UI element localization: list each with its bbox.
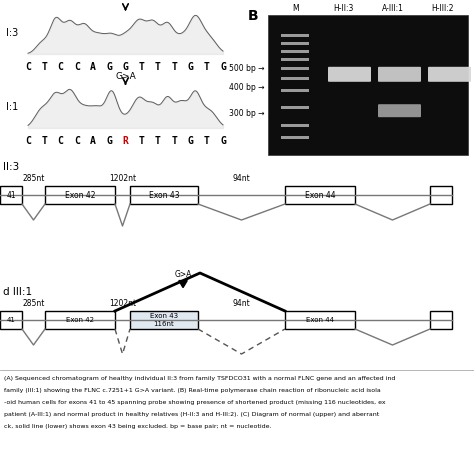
Bar [45, 311, 115, 329]
FancyBboxPatch shape [328, 67, 371, 82]
FancyBboxPatch shape [378, 67, 421, 82]
Text: I:3: I:3 [6, 28, 18, 38]
Bar [430, 311, 452, 329]
Text: d III:1: d III:1 [3, 287, 32, 297]
Text: G: G [220, 62, 226, 72]
Text: Exon 44: Exon 44 [305, 191, 335, 200]
Text: patient (A-III:1) and normal product in healthy relatives (H-II:3 and H-III:2). : patient (A-III:1) and normal product in … [4, 412, 379, 417]
Text: T: T [171, 136, 177, 146]
Text: C: C [57, 62, 64, 72]
FancyBboxPatch shape [378, 104, 421, 117]
Text: 300 bp →: 300 bp → [229, 109, 265, 118]
Text: 500 bp →: 500 bp → [229, 64, 265, 73]
Text: C: C [74, 136, 80, 146]
Bar [268, 15, 468, 155]
Bar [285, 311, 355, 329]
Bar [130, 186, 198, 204]
Bar [281, 106, 309, 109]
Text: I:1: I:1 [6, 102, 18, 112]
Bar [281, 136, 309, 138]
Bar [0, 186, 22, 204]
Text: Exon 44: Exon 44 [306, 317, 334, 323]
Bar [281, 42, 309, 45]
Text: G>A: G>A [174, 270, 191, 279]
Text: T: T [204, 136, 210, 146]
Text: A-III:1: A-III:1 [382, 4, 404, 13]
Bar [130, 311, 198, 329]
Bar [0, 311, 22, 329]
Text: G>A: G>A [115, 72, 136, 81]
Text: A: A [90, 136, 96, 146]
Bar [430, 186, 452, 204]
Text: Exon 43
116nt: Exon 43 116nt [150, 313, 178, 327]
Text: 41: 41 [7, 317, 16, 323]
Text: 1202nt: 1202nt [109, 299, 136, 308]
Text: C: C [74, 62, 80, 72]
Text: T: T [171, 62, 177, 72]
Text: T: T [41, 62, 47, 72]
Text: 400 bp →: 400 bp → [229, 83, 265, 92]
Bar [281, 76, 309, 80]
Bar [281, 89, 309, 91]
Text: G: G [106, 62, 112, 72]
Text: G: G [188, 136, 193, 146]
Text: G: G [123, 62, 128, 72]
Text: T: T [139, 62, 145, 72]
Bar [281, 49, 309, 53]
Text: family (III:1) showing the FLNC c.7251+1 G>A variant. (B) Real-time polymerase c: family (III:1) showing the FLNC c.7251+1… [4, 388, 381, 393]
Text: R: R [123, 136, 128, 146]
Bar [281, 34, 309, 36]
Text: G: G [106, 136, 112, 146]
Text: T: T [155, 62, 161, 72]
Bar [281, 66, 309, 70]
Bar [281, 57, 309, 61]
Text: G: G [220, 136, 226, 146]
Text: M: M [292, 4, 299, 13]
Text: T: T [155, 136, 161, 146]
Text: A: A [90, 62, 96, 72]
Text: 94nt: 94nt [233, 299, 250, 308]
Polygon shape [179, 281, 187, 288]
Text: C: C [57, 136, 64, 146]
Text: 94nt: 94nt [233, 174, 250, 183]
Bar [285, 186, 355, 204]
Text: 41: 41 [6, 191, 16, 200]
FancyBboxPatch shape [428, 67, 471, 82]
Text: 1202nt: 1202nt [109, 174, 136, 183]
Text: T: T [204, 62, 210, 72]
Text: H-II:3: H-II:3 [333, 4, 353, 13]
Text: ck, solid line (lower) shows exon 43 being excluded. bp = base pair; nt = nucleo: ck, solid line (lower) shows exon 43 bei… [4, 424, 272, 429]
Text: -oid human cells for exons 41 to 45 spanning probe showing presence of shortened: -oid human cells for exons 41 to 45 span… [4, 400, 386, 405]
Text: Exon 42: Exon 42 [66, 317, 94, 323]
Text: Exon 42: Exon 42 [65, 191, 95, 200]
Text: II:3: II:3 [3, 162, 19, 172]
Text: T: T [139, 136, 145, 146]
Bar [281, 124, 309, 127]
Text: Exon 43: Exon 43 [149, 191, 179, 200]
Text: C: C [25, 62, 31, 72]
Text: 285nt: 285nt [22, 299, 45, 308]
Text: (A) Sequenced chromatogram of healthy individual II:3 from family TSFDCO31 with : (A) Sequenced chromatogram of healthy in… [4, 376, 395, 381]
Text: G: G [188, 62, 193, 72]
Text: B: B [248, 9, 259, 23]
Text: T: T [41, 136, 47, 146]
Text: 285nt: 285nt [22, 174, 45, 183]
Bar [45, 186, 115, 204]
Text: H-III:2: H-III:2 [432, 4, 454, 13]
Text: C: C [25, 136, 31, 146]
